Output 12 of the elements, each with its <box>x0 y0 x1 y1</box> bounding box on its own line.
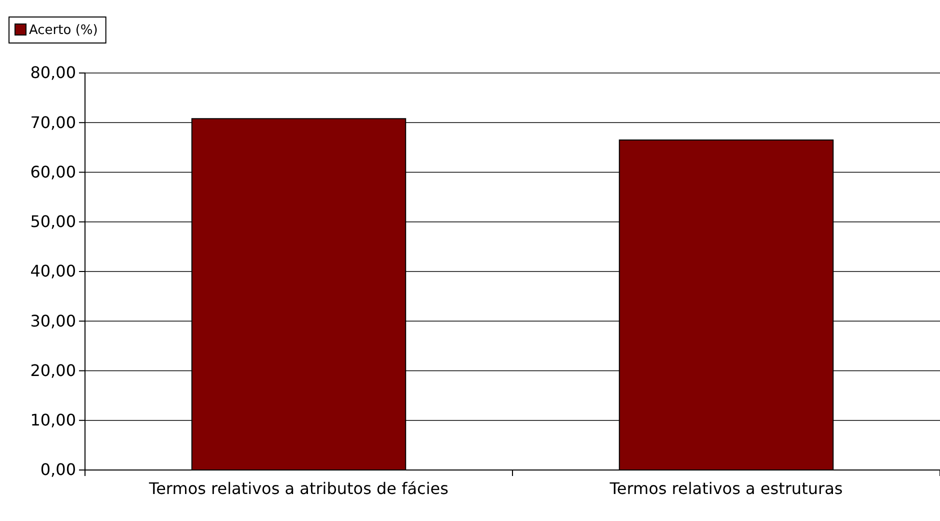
y-tick-label: 30,00 <box>30 311 76 330</box>
y-tick-label: 60,00 <box>30 162 76 182</box>
y-tick-label: 40,00 <box>30 262 76 281</box>
legend-label: Acerto (%) <box>29 23 98 38</box>
x-tick-label: Termos relativos a atributos de fácies <box>148 479 448 498</box>
y-tick-label: 80,00 <box>30 63 76 82</box>
y-tick-label: 50,00 <box>30 212 76 231</box>
y-tick-label: 10,00 <box>30 410 76 430</box>
x-tick-label: Termos relativos a estruturas <box>608 479 843 498</box>
y-tick-label: 70,00 <box>30 112 76 132</box>
y-tick-label: 20,00 <box>30 360 76 380</box>
y-tick-label: 0,00 <box>40 460 76 480</box>
